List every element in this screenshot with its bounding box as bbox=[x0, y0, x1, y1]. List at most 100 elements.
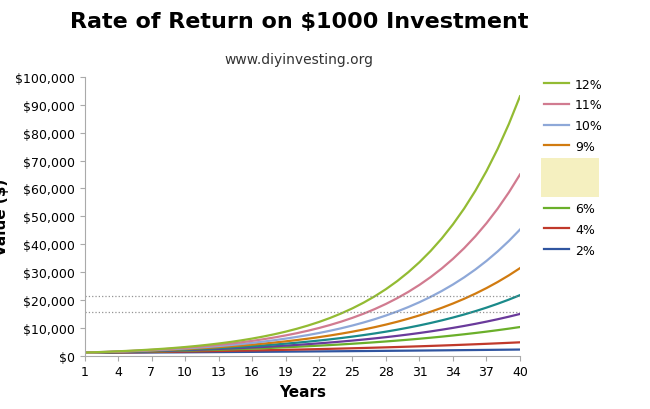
8% bbox=[359, 333, 367, 338]
4% bbox=[270, 348, 278, 353]
12% bbox=[81, 350, 88, 355]
12% bbox=[348, 306, 356, 311]
11% bbox=[404, 290, 412, 294]
9% bbox=[92, 350, 99, 355]
9% bbox=[304, 336, 312, 341]
4% bbox=[471, 342, 479, 347]
9% bbox=[270, 340, 278, 345]
6% bbox=[226, 347, 233, 352]
4% bbox=[315, 347, 323, 352]
10% bbox=[103, 350, 111, 355]
11% bbox=[337, 319, 345, 324]
12% bbox=[159, 346, 166, 351]
7% bbox=[81, 351, 88, 355]
7% bbox=[516, 312, 524, 317]
6% bbox=[348, 342, 356, 346]
2% bbox=[382, 348, 390, 353]
7% bbox=[371, 336, 379, 341]
4% bbox=[516, 340, 524, 345]
Line: 2%: 2% bbox=[84, 350, 520, 353]
4% bbox=[92, 351, 99, 355]
12% bbox=[259, 334, 267, 339]
10% bbox=[92, 350, 99, 355]
10% bbox=[237, 342, 245, 347]
12% bbox=[114, 349, 122, 354]
11% bbox=[292, 331, 300, 336]
7% bbox=[159, 348, 166, 353]
6% bbox=[427, 335, 435, 340]
12% bbox=[471, 189, 479, 194]
4% bbox=[192, 349, 200, 354]
7% bbox=[125, 349, 133, 354]
9% bbox=[103, 350, 111, 355]
4% bbox=[114, 350, 122, 355]
8% bbox=[170, 348, 177, 353]
7% bbox=[237, 346, 245, 351]
9% bbox=[471, 292, 479, 297]
Legend: 12%, 11%, 10%, 9%, 8%, 7%, 6%, 4%, 2%: 12%, 11%, 10%, 9%, 8%, 7%, 6%, 4%, 2% bbox=[543, 79, 603, 257]
Line: 7%: 7% bbox=[84, 314, 520, 353]
4% bbox=[438, 343, 446, 348]
10% bbox=[136, 348, 144, 353]
11% bbox=[471, 234, 479, 239]
11% bbox=[494, 207, 502, 211]
12% bbox=[415, 260, 423, 265]
8% bbox=[326, 337, 334, 342]
8% bbox=[281, 342, 289, 346]
11% bbox=[237, 340, 245, 345]
11% bbox=[114, 349, 122, 354]
6% bbox=[505, 326, 513, 331]
10% bbox=[304, 333, 312, 338]
11% bbox=[438, 266, 446, 271]
9% bbox=[427, 310, 435, 315]
11% bbox=[159, 347, 166, 352]
10% bbox=[226, 343, 233, 348]
4% bbox=[482, 342, 490, 346]
8% bbox=[315, 338, 323, 343]
12% bbox=[427, 249, 435, 254]
2% bbox=[348, 349, 356, 354]
6% bbox=[148, 349, 155, 354]
8% bbox=[181, 347, 189, 352]
11% bbox=[181, 346, 189, 351]
2% bbox=[415, 348, 423, 353]
7% bbox=[427, 329, 435, 334]
8% bbox=[404, 326, 412, 330]
10% bbox=[359, 320, 367, 325]
12% bbox=[315, 320, 323, 325]
4% bbox=[337, 346, 345, 351]
10% bbox=[337, 326, 345, 331]
11% bbox=[148, 348, 155, 353]
10% bbox=[148, 348, 155, 353]
4% bbox=[237, 348, 245, 353]
8% bbox=[337, 336, 345, 341]
4% bbox=[125, 350, 133, 355]
9% bbox=[449, 301, 457, 306]
2% bbox=[292, 349, 300, 354]
6% bbox=[214, 347, 222, 352]
7% bbox=[248, 345, 256, 350]
6% bbox=[292, 344, 300, 349]
10% bbox=[159, 347, 166, 352]
7% bbox=[482, 319, 490, 324]
11% bbox=[516, 173, 524, 178]
2% bbox=[136, 350, 144, 355]
Line: 12%: 12% bbox=[84, 97, 520, 353]
7% bbox=[505, 315, 513, 319]
12% bbox=[103, 349, 111, 354]
11% bbox=[505, 191, 513, 196]
11% bbox=[125, 349, 133, 354]
8% bbox=[449, 315, 457, 320]
2% bbox=[248, 350, 256, 355]
6% bbox=[237, 347, 245, 352]
9% bbox=[505, 273, 513, 278]
12% bbox=[516, 94, 524, 99]
8% bbox=[237, 344, 245, 349]
2% bbox=[237, 350, 245, 355]
2% bbox=[92, 351, 99, 355]
8% bbox=[248, 344, 256, 349]
12% bbox=[326, 316, 334, 321]
8% bbox=[125, 349, 133, 354]
10% bbox=[382, 313, 390, 318]
4% bbox=[103, 350, 111, 355]
